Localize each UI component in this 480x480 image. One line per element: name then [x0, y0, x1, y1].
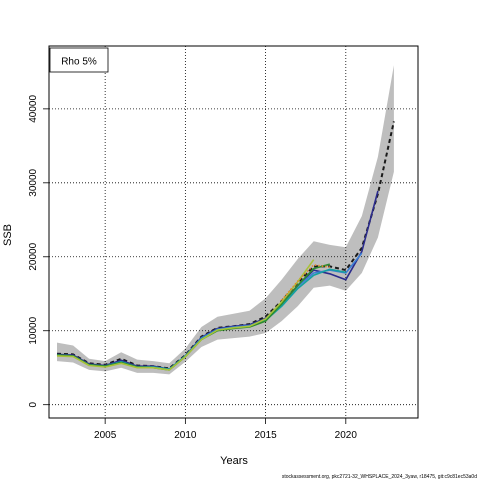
x-axis-title: Years — [220, 455, 248, 467]
series-line-7 — [280, 264, 330, 301]
x-tick-label: 2020 — [335, 430, 358, 441]
y-axis: 0 10000 20000 30000 40000 — [28, 95, 49, 407]
legend: Rho 5% — [49, 47, 109, 73]
footer-note: stockassessment.org, pkc2721-32_WHSPLACE… — [282, 474, 477, 480]
series-line-4 — [56, 268, 346, 371]
series-line-6 — [56, 259, 315, 371]
y-axis-title: SSB — [2, 224, 14, 246]
x-tick-label: 2015 — [254, 430, 277, 441]
y-tick-label: 30000 — [28, 168, 39, 196]
x-tick-label: 2005 — [94, 430, 117, 441]
plot-frame — [48, 45, 419, 419]
legend-label: Rho 5% — [61, 57, 97, 68]
x-axis: 2005 2010 2015 2020 — [94, 418, 357, 441]
y-tick-label: 0 — [28, 401, 39, 407]
legend-box — [49, 47, 109, 73]
y-tick-label: 20000 — [28, 242, 39, 270]
x-tick-label: 2010 — [174, 430, 197, 441]
series-layer — [56, 121, 395, 371]
y-tick-label: 10000 — [28, 316, 39, 344]
y-tick-label: 40000 — [28, 95, 39, 123]
